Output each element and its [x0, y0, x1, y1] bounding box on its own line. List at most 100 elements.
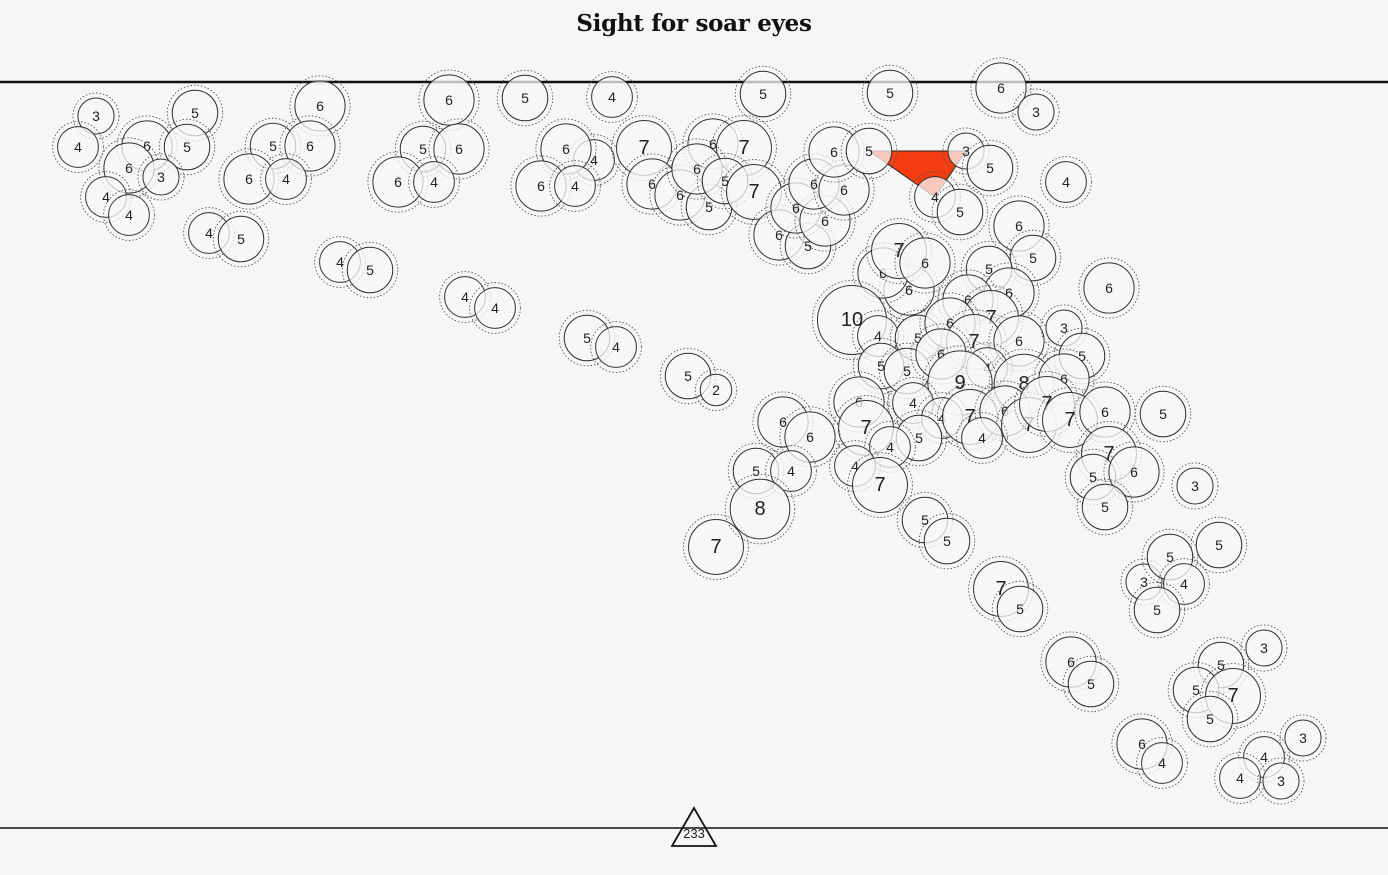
- circle-node[interactable]: 5: [1190, 516, 1248, 574]
- circle-range-ring: [1136, 737, 1188, 789]
- circle-node[interactable]: 5: [931, 183, 989, 241]
- circle-value: 6: [946, 315, 954, 331]
- circle-body: [1176, 467, 1214, 505]
- circle-range-ring: [968, 556, 1034, 622]
- circle-range-ring: [260, 153, 312, 205]
- circle-value: 3: [157, 169, 165, 185]
- circle-range-ring: [1078, 257, 1140, 319]
- circle-value: 5: [1215, 537, 1223, 553]
- circle-body: [936, 188, 984, 236]
- circle-node[interactable]: 6: [428, 118, 490, 180]
- circle-node[interactable]: 4: [1040, 156, 1092, 208]
- circle-node[interactable]: 5: [1062, 655, 1120, 713]
- circle-range-ring: [1257, 757, 1305, 805]
- circle-node[interactable]: 5: [1004, 229, 1062, 287]
- circle-node[interactable]: 5: [918, 512, 976, 570]
- circle-range-ring: [137, 153, 185, 201]
- circle-node[interactable]: 3: [137, 153, 185, 201]
- circle-range-ring: [590, 321, 642, 373]
- circle-body: [739, 70, 787, 118]
- circle-body: [1195, 521, 1243, 569]
- circle-value: 5: [705, 199, 713, 215]
- circle-value: 4: [978, 430, 986, 446]
- circle-node[interactable]: 5: [158, 118, 216, 176]
- circle-range-ring: [1040, 631, 1102, 693]
- circle-range-ring: [549, 160, 601, 212]
- circle-value: 3: [1277, 773, 1285, 789]
- circle-value: 6: [1101, 404, 1109, 420]
- circle-value: 4: [1260, 749, 1268, 765]
- circle-body: [77, 97, 115, 135]
- circle-body: [1045, 161, 1087, 203]
- circle-node[interactable]: 5: [1181, 690, 1239, 748]
- circle-node[interactable]: 4: [260, 153, 312, 205]
- circle-value: 6: [676, 187, 684, 203]
- circle-body: [1017, 93, 1055, 131]
- circle-node[interactable]: 3: [1171, 462, 1219, 510]
- circle-range-ring: [813, 159, 875, 221]
- circle-node[interactable]: 5: [496, 69, 554, 127]
- circle-node[interactable]: 6: [367, 151, 429, 213]
- circle-node[interactable]: 5: [1128, 581, 1186, 639]
- circle-node[interactable]: 4: [956, 412, 1008, 464]
- circle-node[interactable]: 4: [52, 121, 104, 173]
- circle-value: 5: [1192, 682, 1200, 698]
- circle-range-ring: [970, 57, 1032, 119]
- circle-node[interactable]: 6: [894, 232, 956, 294]
- circle-value: 6: [1015, 333, 1023, 349]
- circle-value: 4: [74, 139, 82, 155]
- circle-node[interactable]: 3: [1257, 757, 1305, 805]
- circle-node[interactable]: 6: [418, 69, 480, 131]
- circle-node[interactable]: 4: [469, 282, 521, 334]
- circle-node[interactable]: 6: [289, 75, 351, 137]
- circle-range-ring: [956, 412, 1008, 464]
- circle-range-ring: [683, 514, 749, 580]
- circle-node[interactable]: 5: [961, 139, 1019, 197]
- circle-node[interactable]: 7: [683, 514, 749, 580]
- circle-node[interactable]: 4: [103, 189, 155, 241]
- circle-body: [1081, 483, 1129, 531]
- circle-range-ring: [847, 452, 913, 518]
- circle-node[interactable]: 6: [1078, 257, 1140, 319]
- circle-range-ring: [469, 282, 521, 334]
- circle-node[interactable]: 5: [1076, 478, 1134, 536]
- circle-node[interactable]: 3: [1012, 88, 1060, 136]
- circle-node[interactable]: 3: [1240, 624, 1288, 672]
- circle-node[interactable]: 8: [724, 473, 796, 545]
- circle-node[interactable]: 5: [991, 580, 1049, 638]
- circle-value: 6: [143, 138, 151, 154]
- circle-node[interactable]: 2: [694, 368, 738, 412]
- circle-body: [554, 165, 596, 207]
- circle-body: [346, 246, 394, 294]
- circle-value: 5: [237, 231, 245, 247]
- circle-value: 4: [430, 174, 438, 190]
- circle-node[interactable]: 3: [1279, 714, 1327, 762]
- circle-node[interactable]: 4: [586, 71, 638, 123]
- circle-node[interactable]: 4: [590, 321, 642, 373]
- circle-value: 6: [792, 200, 800, 216]
- circle-node[interactable]: 5: [734, 65, 792, 123]
- circle-node[interactable]: 7: [847, 452, 913, 518]
- circle-node[interactable]: 6: [279, 115, 341, 177]
- circle-body: [699, 373, 733, 407]
- circle-value: 5: [1153, 602, 1161, 618]
- circle-node[interactable]: 5: [341, 241, 399, 299]
- circle-node[interactable]: 5: [840, 122, 898, 180]
- circle-node[interactable]: 4: [1136, 737, 1188, 789]
- circle-node[interactable]: 6: [1074, 381, 1136, 443]
- circle-value: 4: [336, 254, 344, 270]
- circle-node[interactable]: 6: [970, 57, 1032, 119]
- circle-node[interactable]: 5: [861, 64, 919, 122]
- circle-node[interactable]: 6: [779, 406, 841, 468]
- circle-node[interactable]: 5: [1134, 385, 1192, 443]
- circle-node[interactable]: 4: [408, 156, 460, 208]
- circle-value: 6: [394, 174, 402, 190]
- circle-value: 6: [964, 292, 972, 308]
- circle-node[interactable]: 4: [549, 160, 601, 212]
- circle-body: [845, 127, 893, 175]
- circle-node[interactable]: 5: [212, 210, 270, 268]
- circle-value: 10: [841, 309, 863, 331]
- circle-range-ring: [918, 512, 976, 570]
- circle-body: [433, 123, 485, 175]
